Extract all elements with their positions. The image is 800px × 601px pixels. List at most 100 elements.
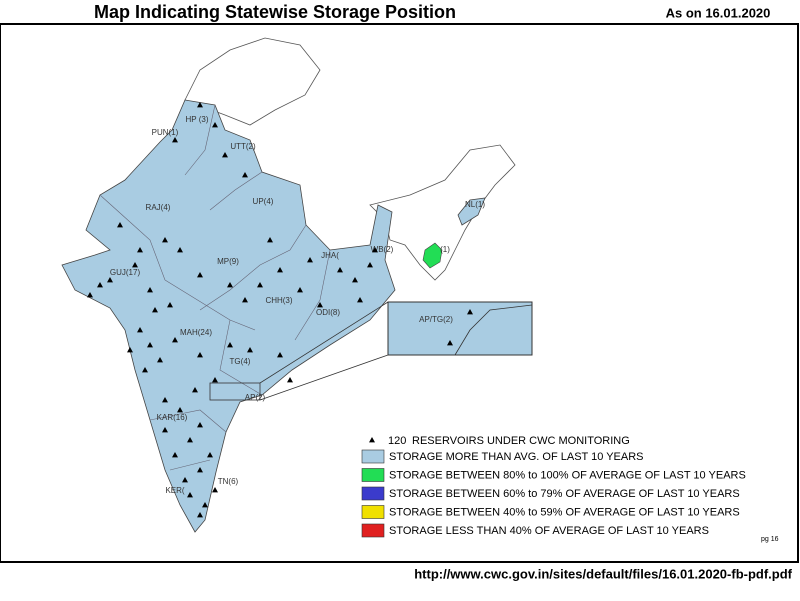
reservoir-marker (297, 287, 303, 293)
reservoir-marker (207, 452, 213, 458)
reservoir-marker (132, 262, 138, 268)
reservoir-marker (212, 377, 218, 383)
reservoir-marker (127, 347, 133, 353)
reservoir-marker (197, 102, 203, 108)
legend-label: STORAGE BETWEEN 40% to 59% OF AVERAGE OF… (389, 506, 740, 518)
reservoir-marker (187, 492, 193, 498)
title: Map Indicating Statewise Storage Positio… (94, 2, 456, 22)
reservoir-marker (372, 247, 378, 253)
state-label: HP (3) (186, 115, 209, 124)
reservoir-marker (142, 367, 148, 373)
reservoir-marker (257, 282, 263, 288)
inset-label: AP/TG(2) (419, 315, 453, 324)
state-label: CHH(3) (265, 296, 292, 305)
legend-count: 120 (388, 435, 406, 447)
state-label: MAH(24) (180, 328, 212, 337)
page-number: pg 16 (761, 536, 779, 543)
legend-swatch (361, 505, 385, 519)
inset-connector (259, 301, 389, 384)
reservoir-marker (197, 467, 203, 473)
reservoir-marker (117, 222, 123, 228)
reservoir-marker (227, 342, 233, 348)
reservoir-marker (172, 137, 178, 143)
reservoir-marker (177, 407, 183, 413)
reservoir-marker (287, 377, 293, 383)
reservoir-marker (197, 352, 203, 358)
legend-swatch (361, 523, 385, 538)
state-borders (99, 104, 331, 471)
reservoir-marker (227, 282, 233, 288)
legend-label: STORAGE LESS THAN 40% OF AVERAGE OF LAST… (389, 525, 709, 537)
inset-coast (454, 304, 533, 356)
reservoir-marker (357, 297, 363, 303)
north-region (184, 37, 321, 126)
reservoir-marker (467, 309, 473, 315)
legend-swatch (361, 486, 385, 501)
reservoir-marker (162, 397, 168, 403)
state-label: GUJ(17) (110, 268, 141, 277)
reservoir-marker (137, 327, 143, 333)
reservoir-marker (197, 512, 203, 518)
reservoir-marker (147, 342, 153, 348)
reservoir-marker (367, 262, 373, 268)
state-label: NL(1) (465, 200, 485, 209)
inset-connector (259, 354, 389, 401)
reservoir-marker (317, 302, 323, 308)
reservoir-marker (177, 247, 183, 253)
reservoir-marker (172, 452, 178, 458)
state-label: UP(4) (253, 197, 274, 206)
nagaland (457, 197, 486, 226)
legend-marker-label: RESERVOIRS UNDER CWC MONITORING (412, 435, 630, 447)
northeast-region (369, 144, 516, 281)
state-label: TN(6) (218, 477, 239, 486)
state-label: JHA( (321, 251, 339, 260)
state-label: PUN(1) (152, 128, 179, 137)
mainland (61, 99, 396, 533)
inset-source (209, 382, 261, 401)
state-label: (1) (440, 245, 450, 254)
reservoir-marker (162, 427, 168, 433)
reservoir-marker (137, 247, 143, 253)
reservoir-marker (157, 357, 163, 363)
reservoir-marker (197, 422, 203, 428)
legend-label: STORAGE BETWEEN 60% to 79% OF AVERAGE OF… (389, 488, 740, 500)
state-label: MP(9) (217, 257, 239, 266)
legend-swatch (361, 449, 385, 464)
reservoir-marker (307, 257, 313, 263)
source-url: http://www.cwc.gov.in/sites/default/file… (414, 566, 792, 581)
reservoir-marker (267, 237, 273, 243)
reservoir-marker (192, 387, 198, 393)
state-label: RAJ(4) (146, 203, 171, 212)
reservoir-marker (352, 277, 358, 283)
state-label: KER( (165, 486, 184, 495)
legend-swatch (361, 468, 385, 482)
state-label: AP(2) (245, 393, 266, 402)
reservoir-marker (147, 287, 153, 293)
reservoir-marker (97, 282, 103, 288)
reservoir-marker (369, 437, 375, 443)
reservoir-marker (277, 352, 283, 358)
reservoir-marker (172, 337, 178, 343)
reservoir-marker (87, 292, 93, 298)
reservoir-marker (222, 152, 228, 158)
reservoir-marker (107, 277, 113, 283)
reservoir-marker (197, 272, 203, 278)
date: As on 16.01.2020 (666, 5, 771, 20)
reservoir-marker (167, 302, 173, 308)
state-label: TG(4) (230, 357, 251, 366)
reservoir-marker (187, 437, 193, 443)
reservoir-marker (152, 307, 158, 313)
reservoir-marker (242, 172, 248, 178)
legend-label: STORAGE MORE THAN AVG. OF LAST 10 YEARS (389, 451, 644, 463)
legend-label: STORAGE BETWEEN 80% to 100% OF AVERAGE O… (389, 469, 746, 481)
reservoir-marker (247, 347, 253, 353)
reservoir-marker (212, 487, 218, 493)
reservoir-marker (447, 340, 453, 346)
state-label: ODI(8) (316, 308, 340, 317)
reservoir-marker (242, 297, 248, 303)
reservoir-marker (212, 122, 218, 128)
reservoir-marker (182, 477, 188, 483)
state-label: KAR(16) (157, 413, 188, 422)
